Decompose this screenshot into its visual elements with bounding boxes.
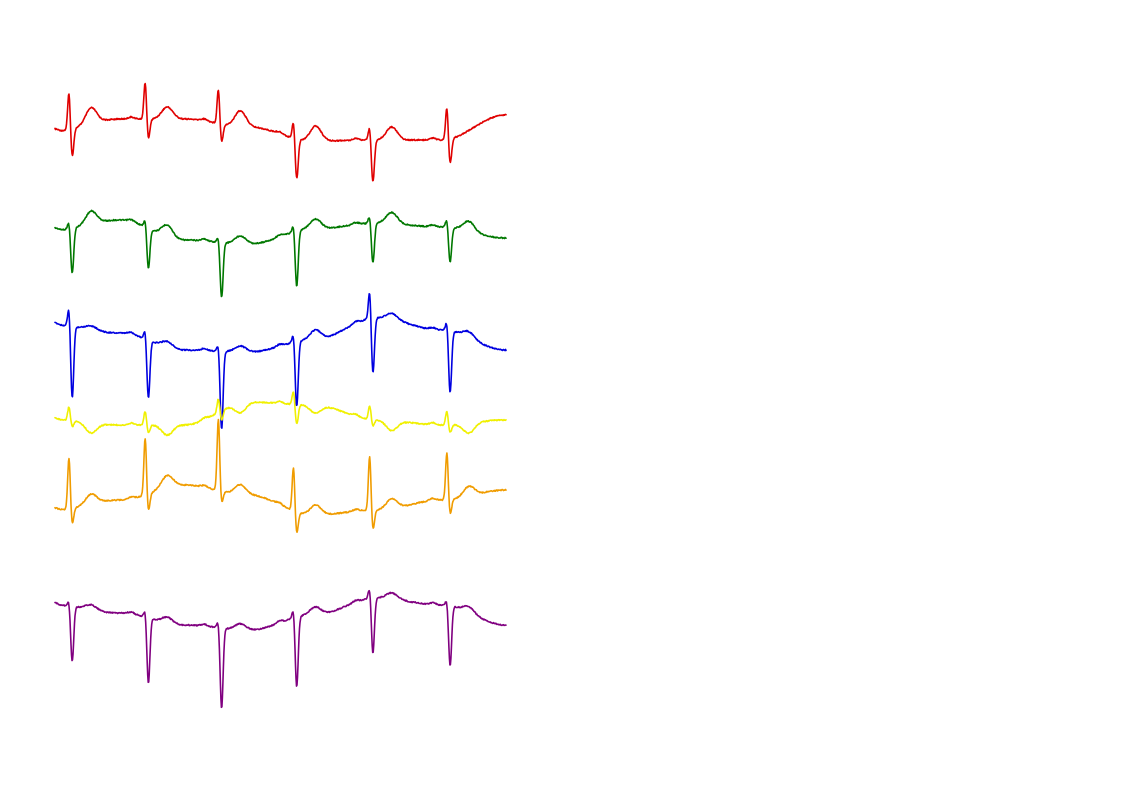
ecg-trace-3 xyxy=(54,292,507,429)
ecg-trace-5 xyxy=(54,418,507,534)
ecg-trace-4 xyxy=(54,391,507,437)
ecg-trace-6 xyxy=(54,589,507,709)
ecg-trace-1 xyxy=(54,82,507,182)
ecg-trace-2 xyxy=(54,209,507,298)
